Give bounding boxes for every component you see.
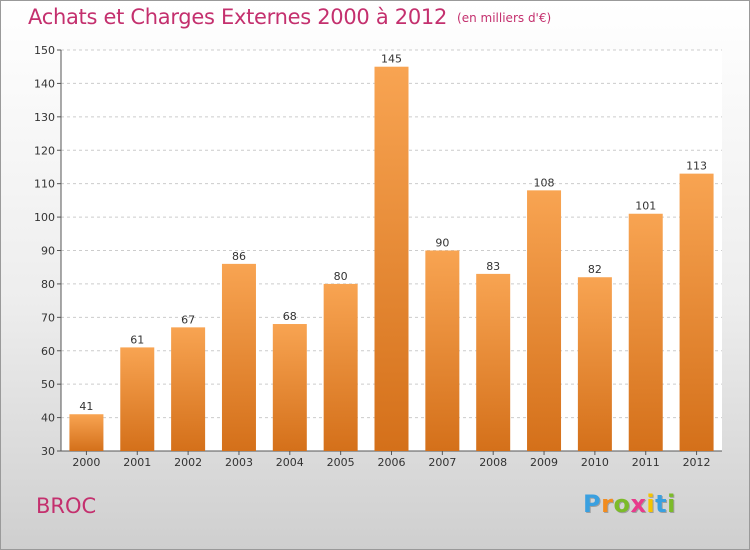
y-tick-label: 30	[41, 445, 55, 458]
bar	[577, 277, 612, 451]
data-label: 90	[435, 237, 449, 250]
x-tick-label: 2002	[174, 456, 202, 469]
logo-letter: i	[646, 490, 656, 518]
y-tick-label: 130	[34, 111, 55, 124]
data-label: 82	[588, 263, 602, 276]
logo-letter: P	[583, 490, 602, 518]
y-tick-label: 120	[34, 144, 55, 157]
bar	[476, 273, 511, 451]
logo-letter: o	[613, 490, 631, 518]
bar	[120, 347, 155, 451]
x-tick-label: 2001	[123, 456, 151, 469]
x-tick-label: 2008	[479, 456, 507, 469]
logo-letter: t	[655, 490, 668, 518]
y-tick-label: 70	[41, 311, 55, 324]
data-label: 61	[130, 333, 144, 346]
bar	[425, 250, 460, 451]
place-name: BROC	[36, 494, 97, 518]
y-tick-label: 100	[34, 211, 55, 224]
bar	[323, 283, 358, 451]
data-label: 68	[283, 310, 297, 323]
x-tick-label: 2005	[327, 456, 355, 469]
data-label: 67	[181, 313, 195, 326]
bar	[221, 263, 256, 451]
y-tick-label: 50	[41, 378, 55, 391]
y-tick-label: 40	[41, 412, 55, 425]
x-tick-label: 2009	[530, 456, 558, 469]
chart-unit-note: (en milliers d'€)	[457, 11, 552, 25]
x-tick-label: 2007	[428, 456, 456, 469]
data-label: 41	[79, 400, 93, 413]
chart-title: Achats et Charges Externes 2000 à 2012	[28, 5, 448, 29]
y-tick-label: 110	[34, 178, 55, 191]
x-tick-label: 2004	[276, 456, 304, 469]
bar	[628, 213, 663, 451]
x-tick-label: 2012	[683, 456, 711, 469]
data-label: 80	[334, 270, 348, 283]
y-tick-label: 90	[41, 245, 55, 258]
title-row: Achats et Charges Externes 2000 à 2012 (e…	[28, 5, 551, 29]
data-label: 108	[534, 176, 555, 189]
bar	[171, 327, 206, 451]
proxiti-logo: Proxiti	[583, 490, 676, 518]
y-tick-label: 80	[41, 278, 55, 291]
x-tick-label: 2006	[378, 456, 406, 469]
bar	[374, 66, 409, 451]
bar	[69, 414, 104, 451]
data-label: 145	[381, 53, 402, 66]
y-tick-label: 150	[34, 44, 55, 57]
y-tick-label: 140	[34, 77, 55, 90]
data-label: 101	[635, 200, 656, 213]
data-label: 86	[232, 250, 246, 263]
data-label: 83	[486, 260, 500, 273]
x-tick-label: 2011	[632, 456, 660, 469]
bar	[527, 190, 562, 451]
data-label: 113	[686, 160, 707, 173]
logo-letter: r	[601, 490, 614, 518]
logo-letter: x	[630, 490, 647, 518]
x-tick-label: 2000	[72, 456, 100, 469]
logo-letter: i	[667, 490, 676, 518]
x-tick-label: 2003	[225, 456, 253, 469]
bar	[272, 324, 307, 451]
x-tick-label: 2010	[581, 456, 609, 469]
y-tick-label: 60	[41, 345, 55, 358]
bar	[679, 173, 714, 451]
